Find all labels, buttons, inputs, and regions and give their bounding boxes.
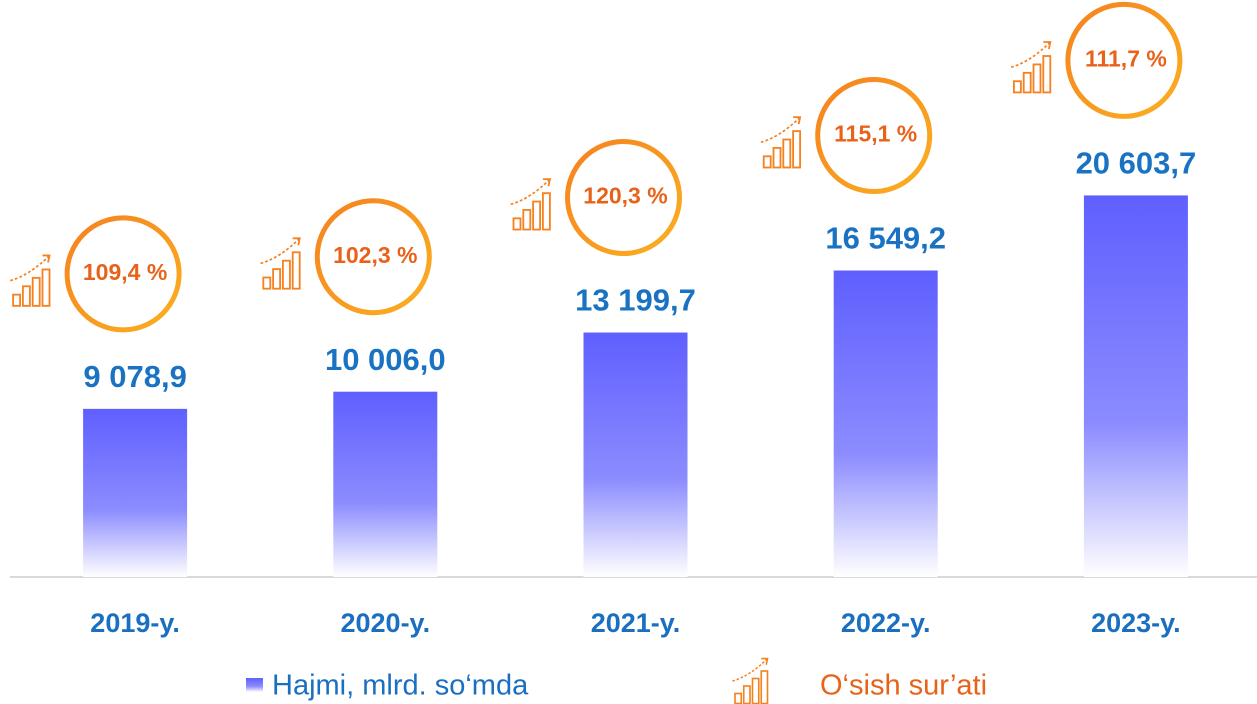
icon-bar xyxy=(21,285,31,307)
icon-arrow-head xyxy=(292,237,301,246)
icon-arrow-head xyxy=(542,178,552,187)
icon-arrow xyxy=(510,178,551,206)
icon-bar xyxy=(41,268,51,307)
legend-swatch xyxy=(246,678,263,692)
icon-arrow-head xyxy=(1043,41,1052,50)
icon-arrow xyxy=(260,237,301,265)
growth-icon xyxy=(260,237,301,290)
value-label: 10 006,0 xyxy=(325,342,446,377)
icon-arrow-head xyxy=(761,657,769,665)
growth-icon xyxy=(1010,41,1052,94)
x-tick-label: 2020-y. xyxy=(341,608,431,638)
x-tick-label: 2021-y. xyxy=(591,608,681,638)
icon-bar xyxy=(272,268,282,290)
icon-bar xyxy=(792,130,802,169)
growth-marker xyxy=(64,215,182,333)
growth-marker xyxy=(1065,1,1183,119)
value-label: 9 078,9 xyxy=(83,359,186,394)
growth-icon xyxy=(510,178,552,231)
icon-bar xyxy=(762,155,772,169)
icon-bar xyxy=(522,209,532,231)
bar xyxy=(833,270,938,577)
growth-label: 111,7 % xyxy=(1085,45,1167,71)
growth-icon xyxy=(760,116,802,169)
growth-marker xyxy=(815,77,933,195)
icon-bar xyxy=(742,685,751,704)
x-tick-label: 2019-y. xyxy=(90,608,180,638)
growth-label: 109,4 % xyxy=(83,259,167,285)
legend-label: O‘sish sur’ati xyxy=(820,670,987,702)
icon-bar xyxy=(532,200,542,231)
x-tick-label: 2023-y. xyxy=(1091,608,1181,638)
icon-bar xyxy=(734,692,743,704)
icon-arrow xyxy=(1010,41,1051,69)
icon-arrow xyxy=(10,254,51,282)
icon-bar xyxy=(1012,80,1022,94)
icon-bar xyxy=(1032,63,1042,94)
icon-arrow-head xyxy=(42,254,51,263)
growth-icon xyxy=(10,254,51,307)
growth-icon xyxy=(732,657,769,704)
icon-arrow xyxy=(760,116,801,144)
legend-label: Hajmi, mlrd. so‘mda xyxy=(272,670,529,702)
icon-bar xyxy=(512,217,522,231)
icon-bar xyxy=(31,276,41,307)
value-label: 20 603,7 xyxy=(1076,146,1197,181)
icon-bar xyxy=(281,259,291,290)
icon-bar xyxy=(262,276,272,290)
growth-label: 102,3 % xyxy=(333,242,417,268)
icon-bar xyxy=(772,146,782,169)
icon-bar xyxy=(751,677,760,704)
growth-label: 115,1 % xyxy=(834,121,917,147)
icon-bar xyxy=(291,251,301,290)
bar xyxy=(83,408,188,577)
bar xyxy=(583,332,688,577)
bar xyxy=(1083,195,1188,577)
growth-label: 120,3 % xyxy=(583,183,667,209)
icon-bar xyxy=(1042,55,1052,94)
icon-arrow-head xyxy=(793,116,802,125)
icon-bar xyxy=(1022,71,1032,94)
icon-bar xyxy=(782,138,792,169)
value-label: 13 199,7 xyxy=(575,283,696,318)
bar xyxy=(333,391,438,577)
value-label: 16 549,2 xyxy=(825,221,946,256)
icon-bar xyxy=(541,192,551,231)
icon-bar xyxy=(760,670,769,704)
growth-marker xyxy=(565,139,682,257)
growth-marker xyxy=(314,198,432,316)
x-tick-label: 2022-y. xyxy=(841,608,931,638)
icon-bar xyxy=(12,293,22,307)
icon-arrow xyxy=(732,657,769,682)
